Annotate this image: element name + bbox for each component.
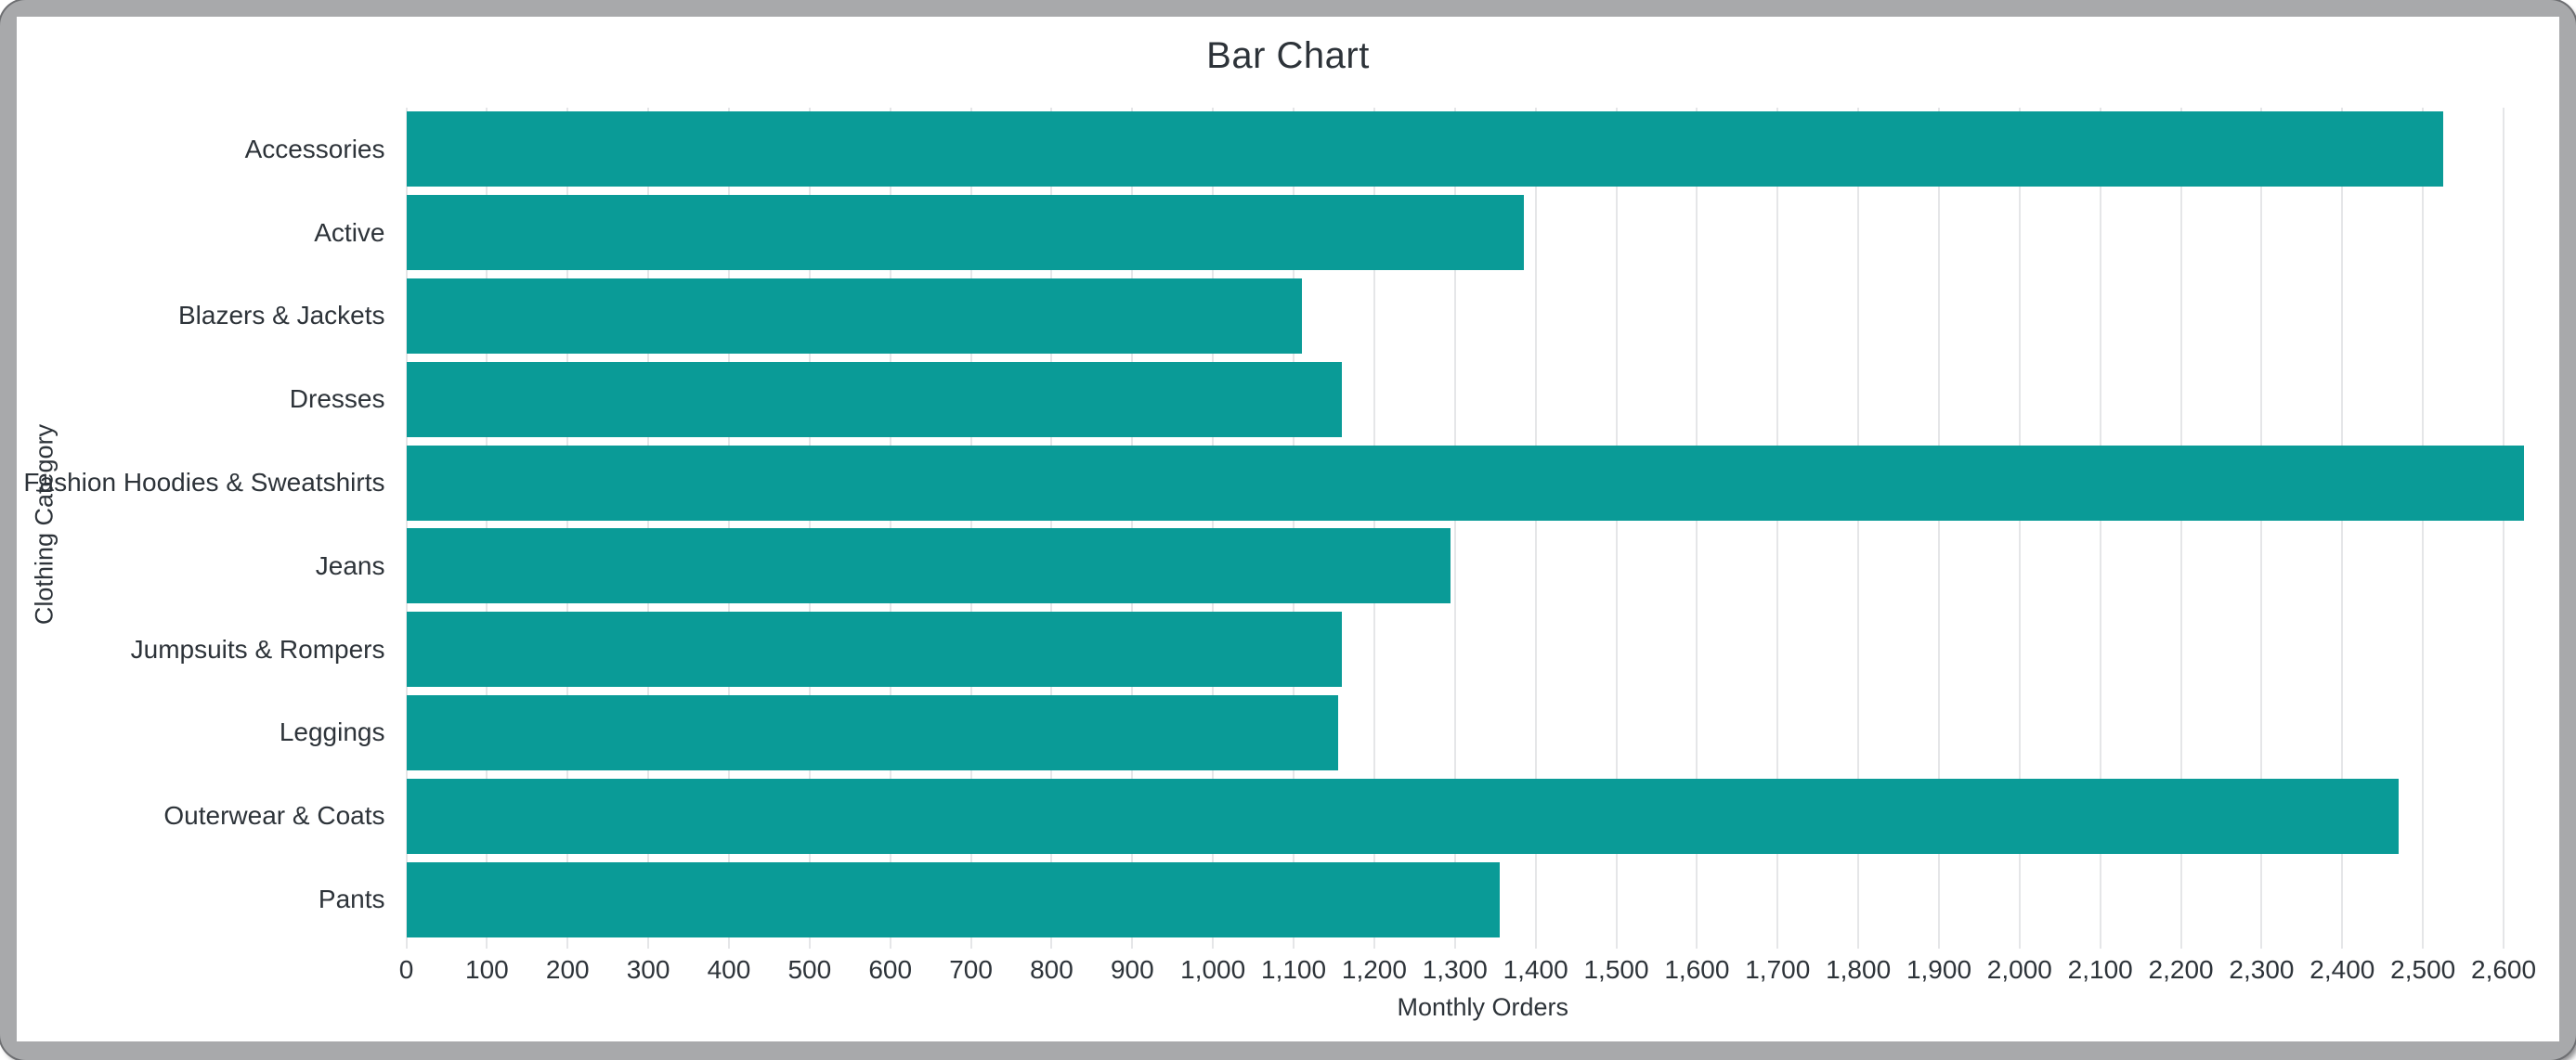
chart-title: Bar Chart	[1206, 35, 1370, 76]
x-tick-label: 2,600	[2471, 955, 2537, 984]
x-tick-label: 1,000	[1180, 955, 1246, 984]
bar-rows-layer: Accessories Active Blazers & Jackets Dresse…	[17, 108, 2559, 941]
y-axis-title: Clothing Category	[30, 423, 59, 626]
x-tick-label: 2,200	[2148, 955, 2214, 984]
x-tick-label: 100	[465, 955, 509, 984]
x-tick-label: 1,600	[1664, 955, 1730, 984]
x-tick-label: 1,700	[1745, 955, 1811, 984]
bar	[406, 612, 1343, 688]
x-tick-label: 2,400	[2309, 955, 2375, 984]
x-tick-label: 2,000	[1986, 955, 2052, 984]
x-tick-label: 1,100	[1260, 955, 1327, 984]
category-label: Active	[314, 217, 385, 247]
bar-row: Fashion Hoodies & Sweatshirts	[17, 441, 2559, 524]
bar	[406, 528, 1451, 604]
x-tick-label: 700	[949, 955, 993, 984]
x-tick-label: 600	[868, 955, 913, 984]
bar-track	[406, 191, 2560, 275]
x-tick-label: 900	[1110, 955, 1154, 984]
x-tick-label: 1,500	[1583, 955, 1649, 984]
x-tick-label: 500	[787, 955, 832, 984]
x-tick-label: 1,300	[1422, 955, 1488, 984]
bar-row: Active	[17, 191, 2559, 275]
bar-row: Accessories	[17, 108, 2559, 191]
category-label: Jeans	[315, 550, 385, 580]
category-label: Accessories	[244, 134, 385, 163]
x-tick-label: 400	[707, 955, 751, 984]
x-axis-ticks: 0 100 200 300 400 500 600 700 800 900 1,000 1,100 1,…	[399, 954, 2560, 988]
category-label: Blazers & Jackets	[177, 301, 385, 330]
x-tick-label: 2,500	[2390, 955, 2456, 984]
bar-track	[406, 692, 2560, 775]
bar	[406, 694, 1338, 770]
bar-row: Jeans	[17, 524, 2559, 608]
x-tick-label: 2,300	[2229, 955, 2295, 984]
bar-row: Blazers & Jackets	[17, 275, 2559, 358]
bar	[406, 195, 1524, 271]
bar	[406, 445, 2524, 521]
bar-track	[406, 524, 2560, 608]
bar-row: Jumpsuits & Rompers	[17, 608, 2559, 692]
bar-track	[406, 774, 2560, 858]
x-tick-label: 2,100	[2067, 955, 2133, 984]
bar-row: Pants	[17, 858, 2559, 941]
category-label: Jumpsuits & Rompers	[130, 634, 385, 664]
x-tick-label: 800	[1030, 955, 1073, 984]
x-tick-label: 300	[626, 955, 670, 984]
bar-track	[406, 858, 2560, 941]
x-tick-label: 1,200	[1341, 955, 1407, 984]
chart-card: Bar Chart Accessories Active Blazers & Jac…	[17, 17, 2559, 1041]
bar	[406, 778, 2400, 854]
x-tick-label: 1,400	[1503, 955, 1568, 984]
bar-row: Dresses	[17, 357, 2559, 441]
bar-row: Outerwear & Coats	[17, 774, 2559, 858]
bar-track	[406, 357, 2560, 441]
x-axis-title: Monthly Orders	[1397, 993, 1569, 1021]
x-tick-label: 200	[545, 955, 590, 984]
x-tick-label: 0	[398, 955, 414, 984]
bar-track	[406, 441, 2560, 524]
x-tick-label: 1,800	[1826, 955, 1892, 984]
category-label: Leggings	[279, 717, 385, 747]
category-label: Fashion Hoodies & Sweatshirts	[23, 468, 385, 498]
category-label: Outerwear & Coats	[163, 801, 385, 831]
x-tick-label: 1,900	[1906, 955, 1972, 984]
bar	[406, 861, 1500, 937]
category-label: Pants	[318, 885, 385, 914]
bar	[406, 278, 1302, 354]
bar	[406, 111, 2443, 187]
bar-track	[406, 608, 2560, 692]
bar-track	[406, 108, 2560, 191]
bar-row: Leggings	[17, 692, 2559, 775]
bar	[406, 361, 1343, 437]
category-label: Dresses	[289, 384, 385, 414]
bar-track	[406, 275, 2560, 358]
